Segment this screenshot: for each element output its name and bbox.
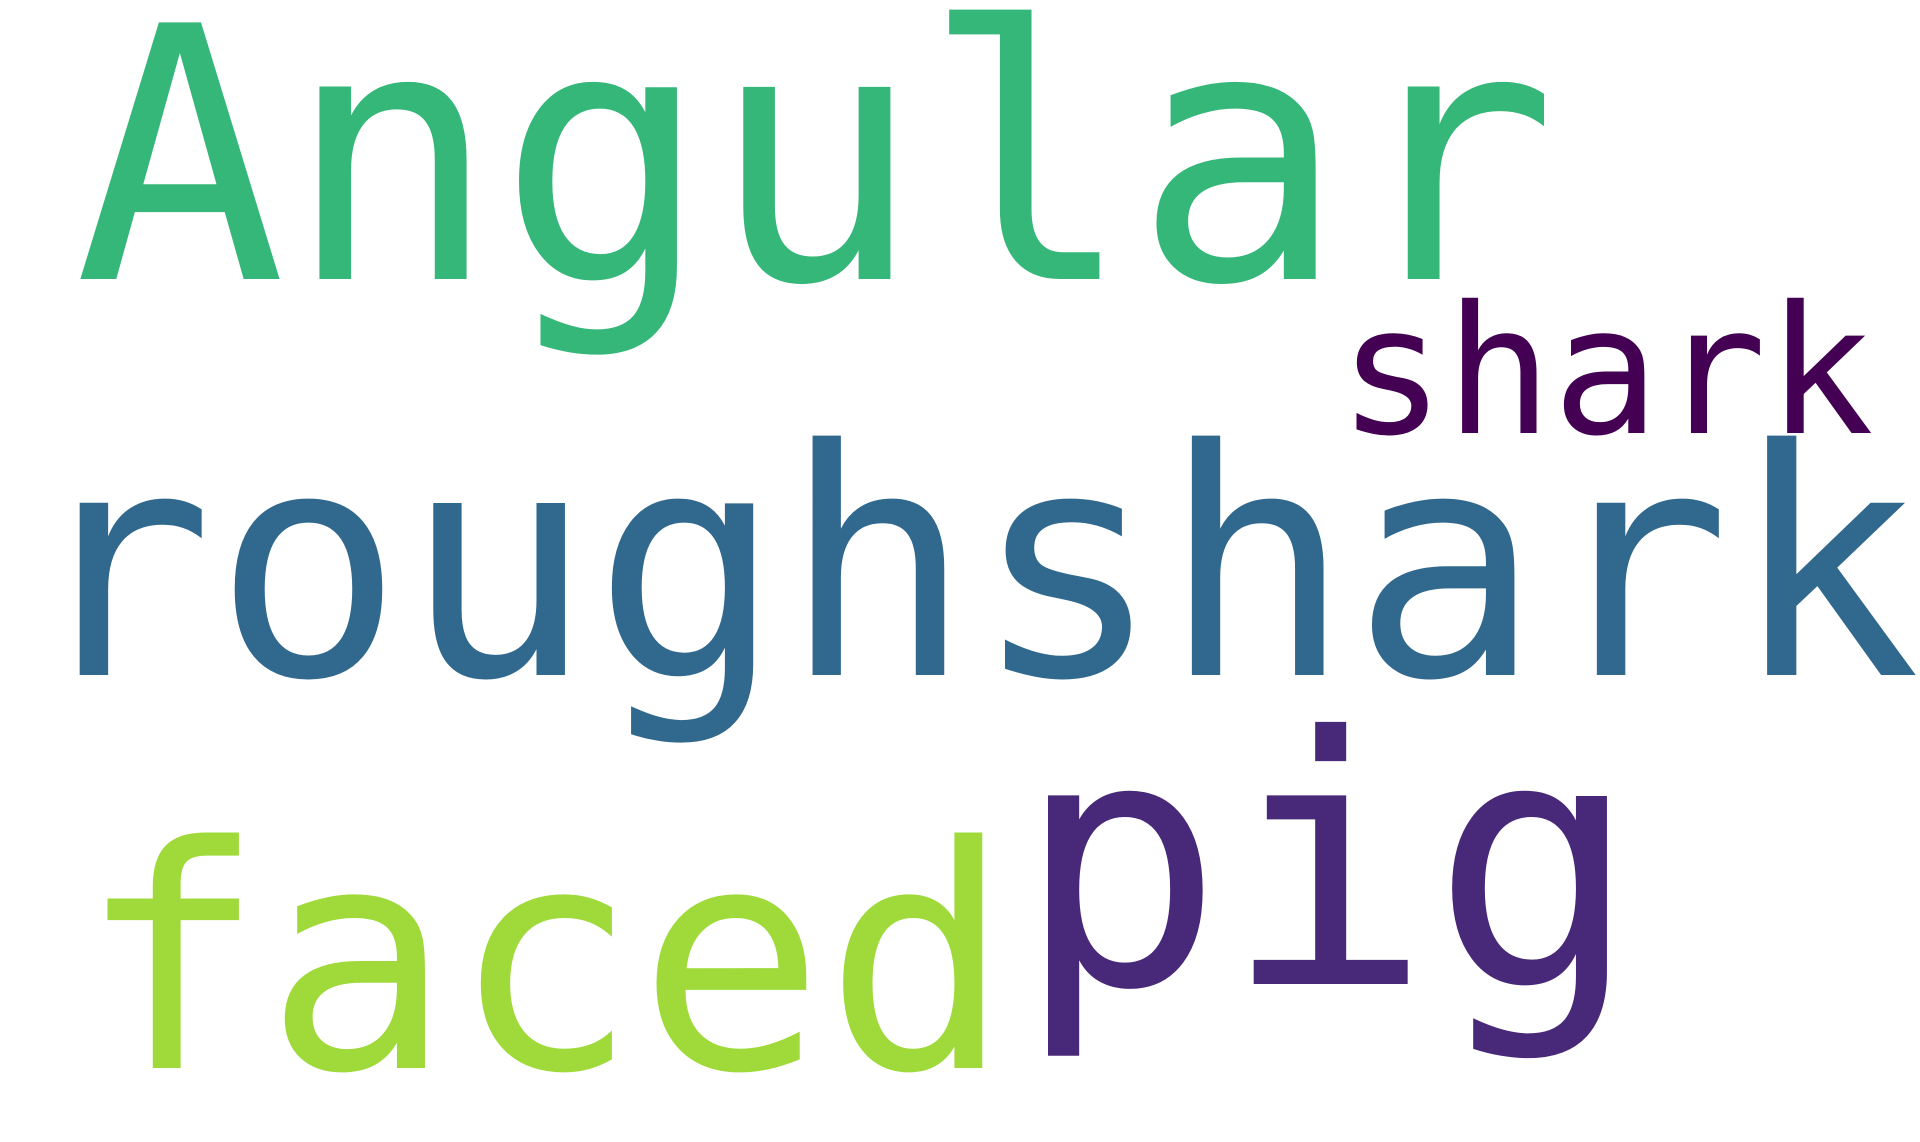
word-pig: pig bbox=[1016, 665, 1640, 1066]
word-cloud-canvas: Angular shark roughshark pig faced bbox=[24, 0, 1920, 1117]
word-roughshark: roughshark bbox=[24, 384, 1920, 750]
word-angular: Angular bbox=[74, 0, 1558, 363]
word-faced: faced bbox=[78, 781, 1012, 1142]
word-shark: shark bbox=[1338, 268, 1874, 475]
